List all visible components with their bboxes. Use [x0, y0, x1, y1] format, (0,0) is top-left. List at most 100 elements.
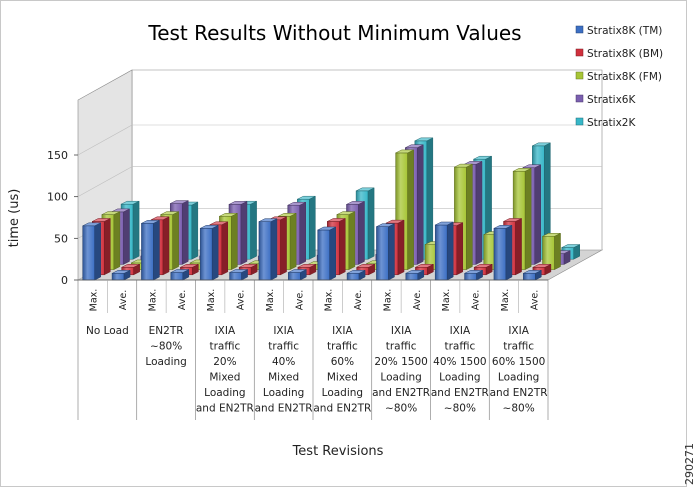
- bar-front: [434, 224, 448, 281]
- legend: Stratix8K (TM) Stratix8K (BM) Stratix8K (F…: [575, 25, 663, 129]
- bar-top: [297, 264, 317, 268]
- x-category-label: ~80%: [503, 403, 535, 415]
- bar-top: [287, 201, 306, 206]
- x-category-label: Loading: [263, 387, 304, 399]
- x-category-label: 60% 1500: [492, 356, 545, 368]
- bar-front: [258, 221, 272, 281]
- x-category-label: EN2TR: [149, 325, 184, 337]
- bar-side: [554, 232, 561, 271]
- bar-top: [493, 225, 513, 229]
- x-category-label: Loading: [380, 372, 421, 384]
- x-subcategory-label: Ave.: [471, 290, 482, 310]
- bar-front: [464, 273, 477, 281]
- x-category-label: ~80%: [444, 403, 476, 415]
- bar-front: [199, 228, 213, 281]
- bar-top: [336, 211, 355, 215]
- bar-top: [435, 221, 454, 226]
- bar-top: [454, 163, 473, 168]
- bar: [141, 219, 160, 281]
- x-category-label: and EN2TR: [372, 387, 430, 399]
- legend-item: Stratix6K: [575, 94, 636, 106]
- x-subcategory-label: Max.: [324, 289, 335, 312]
- bar-side: [231, 212, 238, 271]
- bar-top: [414, 137, 433, 142]
- legend-label: Stratix6K: [587, 94, 636, 106]
- x-subcategory-label: Ave.: [118, 290, 129, 310]
- bar-side: [397, 219, 405, 276]
- bar-top: [278, 213, 297, 217]
- bar-top: [523, 270, 542, 274]
- x-subcategory-label: Ave.: [529, 290, 540, 310]
- x-category-label: 20% 1500: [374, 356, 427, 368]
- x-axis-categories: Max. Ave. No Load Max. Ave. EN2TR ~80% Loading M…: [77, 279, 549, 420]
- bar-side: [172, 211, 179, 271]
- bar: [523, 269, 542, 281]
- bar-front: [346, 273, 360, 281]
- x-category-label: IXIA: [508, 325, 529, 337]
- x-category-label: IXIA: [391, 325, 412, 337]
- bar: [82, 222, 101, 281]
- bar-front: [82, 225, 95, 281]
- x-subcategory-label: Ave.: [236, 290, 247, 310]
- bar-top: [346, 270, 366, 274]
- bar: [317, 226, 336, 281]
- x-category-label: traffic: [386, 341, 417, 353]
- bar-front: [111, 273, 125, 281]
- legend-label: Stratix8K (FM): [587, 71, 662, 83]
- bar: [288, 269, 307, 281]
- y-tick-label: 50: [54, 232, 68, 245]
- bar-top: [200, 225, 219, 229]
- x-category-label: traffic: [209, 341, 240, 353]
- x-category-label: IXIA: [273, 325, 294, 337]
- bar-top: [522, 164, 541, 168]
- x-category-label: traffic: [503, 341, 534, 353]
- legend-label: Stratix2K: [587, 117, 636, 129]
- bar-side: [181, 200, 189, 265]
- bar: [346, 269, 366, 281]
- bar-top: [121, 264, 140, 268]
- bar-top: [355, 187, 375, 192]
- bar-side: [309, 195, 316, 260]
- bar-front: [317, 229, 330, 281]
- legend-item: Stratix8K (BM): [575, 48, 663, 60]
- x-category-label: and EN2TR: [431, 387, 489, 399]
- x-category-label: Mixed: [268, 372, 299, 384]
- bar-top: [229, 269, 248, 273]
- bar-top: [405, 144, 424, 148]
- bar-top: [297, 195, 316, 200]
- x-category-label: No Load: [86, 325, 129, 337]
- bar-front: [288, 272, 301, 281]
- bar-top: [239, 264, 258, 268]
- x-subcategory-label: Max.: [89, 289, 100, 312]
- legend-item: Stratix8K (FM): [575, 71, 662, 83]
- bar-side: [104, 218, 111, 276]
- legend-swatch: [575, 71, 584, 80]
- bar-side: [299, 201, 306, 265]
- x-category-label: Loading: [145, 356, 186, 368]
- x-subcategory-label: Max.: [147, 289, 158, 312]
- bar: [229, 269, 248, 281]
- bar-top: [288, 269, 307, 273]
- bar-side: [289, 212, 297, 271]
- x-category-label: Loading: [498, 372, 539, 384]
- bar-side: [221, 221, 229, 276]
- bar-side: [339, 218, 346, 276]
- bar-top: [356, 264, 375, 268]
- bar-side: [505, 224, 513, 281]
- bar-top: [513, 168, 532, 172]
- bar-front: [229, 272, 242, 281]
- bar-side: [270, 218, 278, 281]
- x-category-label: and EN2TR: [313, 403, 371, 415]
- x-category-label: ~80%: [150, 341, 182, 353]
- grid-line: [77, 124, 602, 156]
- bar-front: [376, 226, 389, 281]
- bar-side: [426, 137, 434, 260]
- bar-side: [240, 200, 248, 265]
- x-category-label: and EN2TR: [490, 387, 548, 399]
- bar-side: [153, 219, 160, 281]
- x-category-label: and EN2TR: [255, 403, 313, 415]
- bar-side: [515, 218, 522, 276]
- legend-swatch: [575, 117, 584, 126]
- bar-top: [473, 155, 492, 160]
- bar-side: [132, 200, 140, 260]
